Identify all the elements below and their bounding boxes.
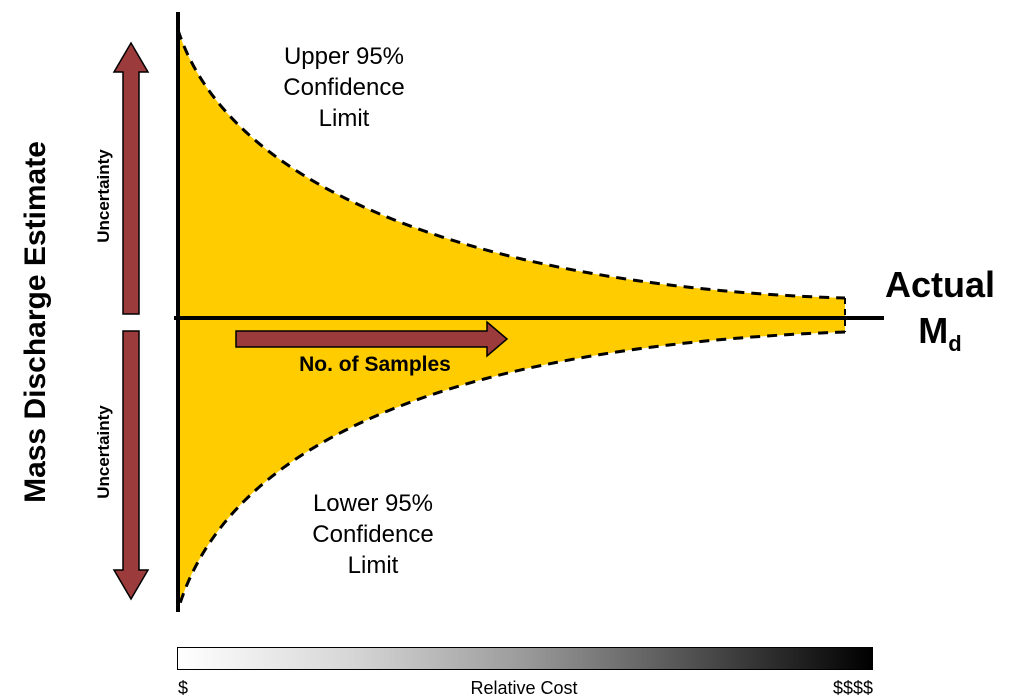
lower-confidence-curve (176, 330, 846, 611)
uncertainty-up-arrow (112, 41, 150, 315)
samples-arrow-label: No. of Samples (299, 353, 451, 376)
upper-confidence-curve (176, 29, 846, 300)
upper-limit-label: Upper 95% Confidence Limit (283, 43, 405, 132)
cost-low-label: $ (178, 678, 189, 698)
cost-high-label: $$$$ (832, 678, 873, 698)
actual-md-label: Actual Md (884, 264, 996, 356)
cost-scale-title: Relative Cost (470, 678, 578, 698)
lower-limit-label: Lower 95% Confidence Limit (312, 490, 434, 579)
uncertainty-down-arrow (112, 330, 150, 601)
samples-arrow (235, 320, 509, 358)
cost-gradient-bar (177, 647, 873, 670)
